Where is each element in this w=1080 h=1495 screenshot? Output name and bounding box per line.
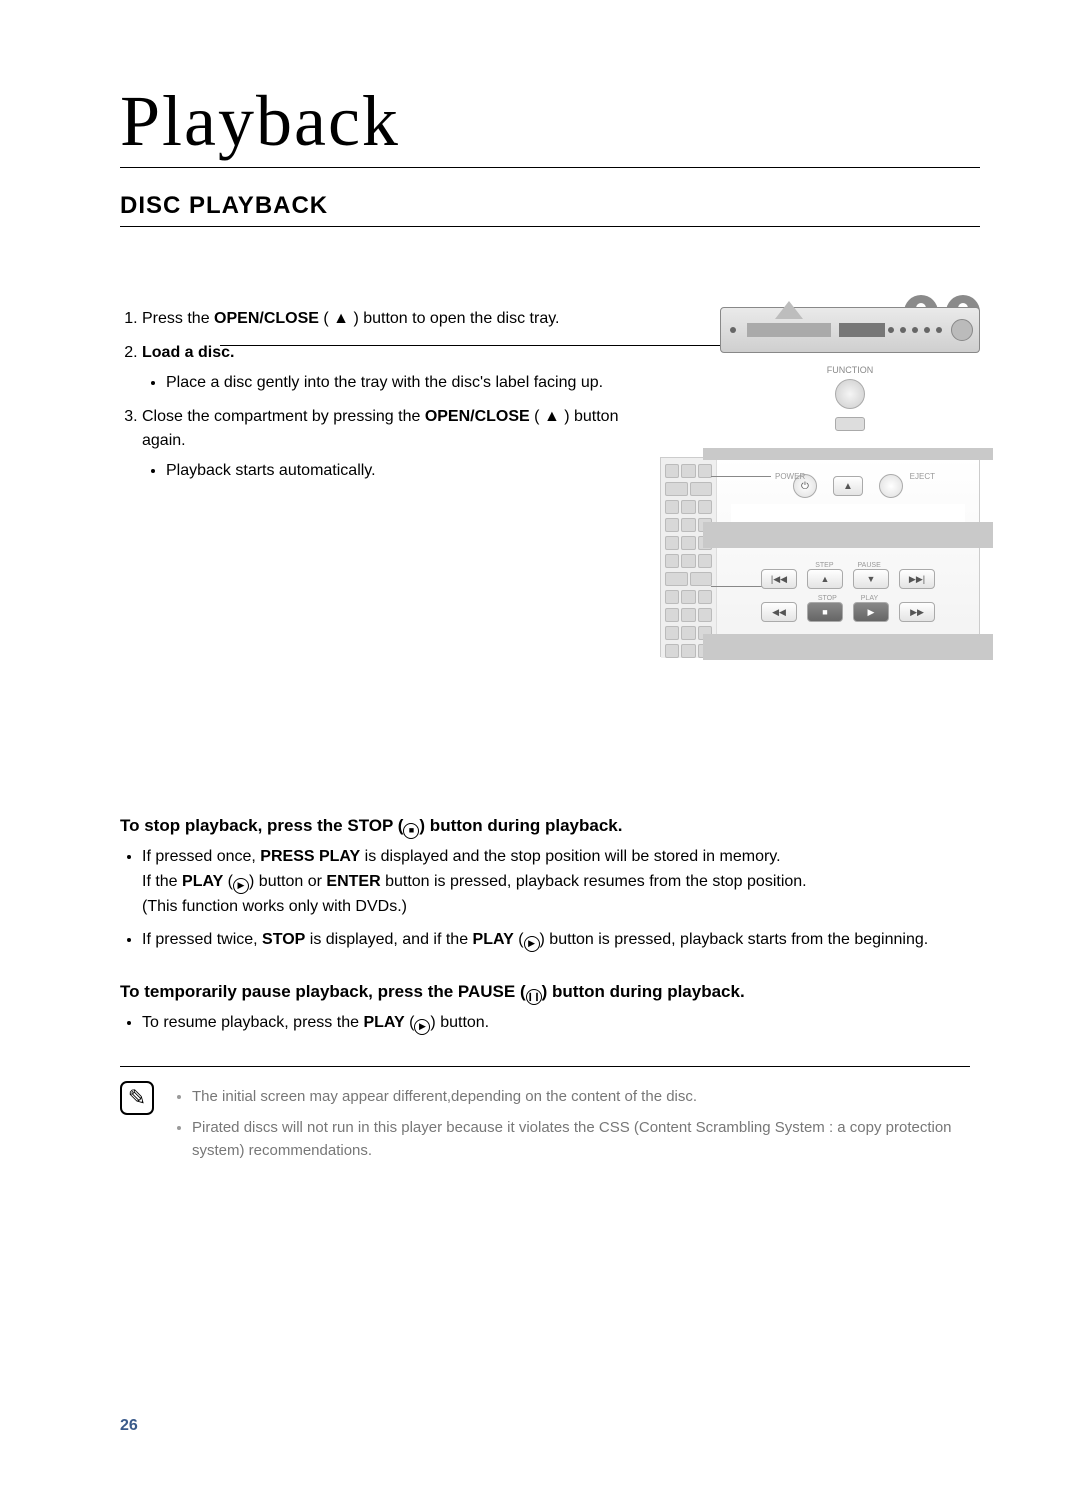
stop-heading-suffix: ) button during playback.	[419, 816, 622, 835]
section-heading: DISC PLAYBACK	[120, 192, 980, 227]
stop-i2-b: STOP	[262, 931, 305, 948]
stop-heading: To stop playback, press the STOP (■) but…	[120, 813, 970, 839]
pause-heading-suffix: ) button during playback.	[542, 982, 745, 1001]
step-3-prefix: Close the compartment by pressing the	[142, 408, 425, 425]
device-illustration: FUNCTION	[720, 307, 980, 431]
power-label: POWER	[775, 472, 805, 481]
stop-heading-prefix: To stop playback, press the STOP (	[120, 816, 403, 835]
page-title: Playback	[120, 80, 980, 168]
pause-item-1: To resume playback, press the PLAY (▶) b…	[142, 1011, 970, 1036]
step-1-bold: OPEN/CLOSE	[214, 310, 319, 327]
stop-i2-d: PLAY	[473, 931, 514, 948]
note-icon: ✎	[120, 1081, 154, 1115]
pause-i1-b: PLAY	[363, 1014, 404, 1031]
player-front-icon	[720, 307, 980, 353]
stop-i2-a: If pressed twice,	[142, 931, 262, 948]
stop-list: If pressed once, PRESS PLAY is displayed…	[120, 845, 970, 952]
remote-zoom-panel: POWER EJECT ⏻ ▲ STEP PAUSE |◀◀	[717, 458, 979, 656]
pause-heading-mid: (	[515, 982, 525, 1001]
aux-button-icon	[879, 474, 903, 498]
usb-port-icon	[835, 417, 865, 431]
step-1-suffix: ( ▲ ) button to open the disc tray.	[319, 310, 560, 327]
pause-heading-prefix: To temporarily pause playback, press the	[120, 982, 458, 1001]
stop-i1-a: If pressed once,	[142, 848, 260, 865]
pause-icon: ❙❙	[526, 989, 542, 1005]
remote-illustration: POWER EJECT ⏻ ▲ STEP PAUSE |◀◀	[660, 457, 980, 657]
eject-label: EJECT	[910, 472, 935, 481]
prev-button-icon: |◀◀	[761, 569, 797, 589]
stop-label: STOP	[818, 595, 837, 602]
stop-i1-l2b: PLAY	[182, 873, 223, 890]
stop-i1-l2f: button is pressed, playback resumes from…	[381, 873, 807, 890]
pause-heading-word: PAUSE	[458, 982, 515, 1001]
note-list: The initial screen may appear different,…	[170, 1085, 970, 1171]
step-3-bold: OPEN/CLOSE	[425, 408, 530, 425]
step-up-button-icon: ▲	[807, 569, 843, 589]
pause-heading: To temporarily pause playback, press the…	[120, 979, 970, 1005]
play-icon: ▶	[233, 878, 249, 894]
play-icon: ▶	[414, 1019, 430, 1035]
remote-mini-icon	[661, 458, 717, 658]
step-3-sub: Playback starts automatically.	[166, 459, 660, 483]
pause-i1-a: To resume playback, press the	[142, 1014, 363, 1031]
rewind-button-icon: ◀◀	[761, 602, 797, 622]
stop-i2-f: ) button is pressed, playback starts fro…	[540, 931, 929, 948]
forward-button-icon: ▶▶	[899, 602, 935, 622]
disc-tray-icon	[747, 323, 831, 337]
stop-i1-l2e: ENTER	[326, 873, 380, 890]
page-number: 26	[120, 1417, 138, 1435]
note-box: ✎ The initial screen may appear differen…	[120, 1066, 970, 1197]
function-button-icon	[835, 379, 865, 409]
stop-i2-c: is displayed, and if the	[305, 931, 472, 948]
stop-i1-l2a: If the	[142, 873, 182, 890]
stop-button-icon: ■	[807, 602, 843, 622]
step-2: Load a disc. Place a disc gently into th…	[142, 341, 660, 395]
step-label: STEP	[815, 562, 833, 569]
play-label: PLAY	[861, 595, 878, 602]
pause-list: To resume playback, press the PLAY (▶) b…	[120, 1011, 970, 1036]
note-1: The initial screen may appear different,…	[192, 1085, 970, 1108]
stop-i2-e: (	[514, 931, 524, 948]
stop-i1-l2c: (	[223, 873, 233, 890]
step-2-sub: Place a disc gently into the tray with t…	[166, 371, 660, 395]
step-3: Close the compartment by pressing the OP…	[142, 405, 660, 483]
step-1: Press the OPEN/CLOSE ( ▲ ) button to ope…	[142, 307, 660, 331]
stop-icon: ■	[403, 823, 419, 839]
play-button-icon: ▶	[853, 602, 889, 622]
pause-i1-c: (	[405, 1014, 415, 1031]
step-2-text: Load a disc.	[142, 344, 234, 361]
pause-label: PAUSE	[858, 562, 881, 569]
stop-item-1: If pressed once, PRESS PLAY is displayed…	[142, 845, 970, 919]
steps-list: Press the OPEN/CLOSE ( ▲ ) button to ope…	[120, 307, 660, 483]
stop-i1-b: PRESS PLAY	[260, 848, 360, 865]
function-label: FUNCTION	[720, 365, 980, 375]
play-icon: ▶	[524, 936, 540, 952]
stop-i1-c: is displayed and the stop position will …	[360, 848, 780, 865]
stop-i1-l2d: ) button or	[249, 873, 326, 890]
step-1-prefix: Press the	[142, 310, 214, 327]
note-2: Pirated discs will not run in this playe…	[192, 1116, 970, 1163]
stop-i1-l3: (This function works only with DVDs.)	[142, 898, 407, 915]
eject-button-icon: ▲	[833, 476, 863, 496]
pause-i1-d: ) button.	[430, 1014, 489, 1031]
stop-item-2: If pressed twice, STOP is displayed, and…	[142, 928, 970, 953]
next-button-icon: ▶▶|	[899, 569, 935, 589]
step-down-button-icon: ▼	[853, 569, 889, 589]
